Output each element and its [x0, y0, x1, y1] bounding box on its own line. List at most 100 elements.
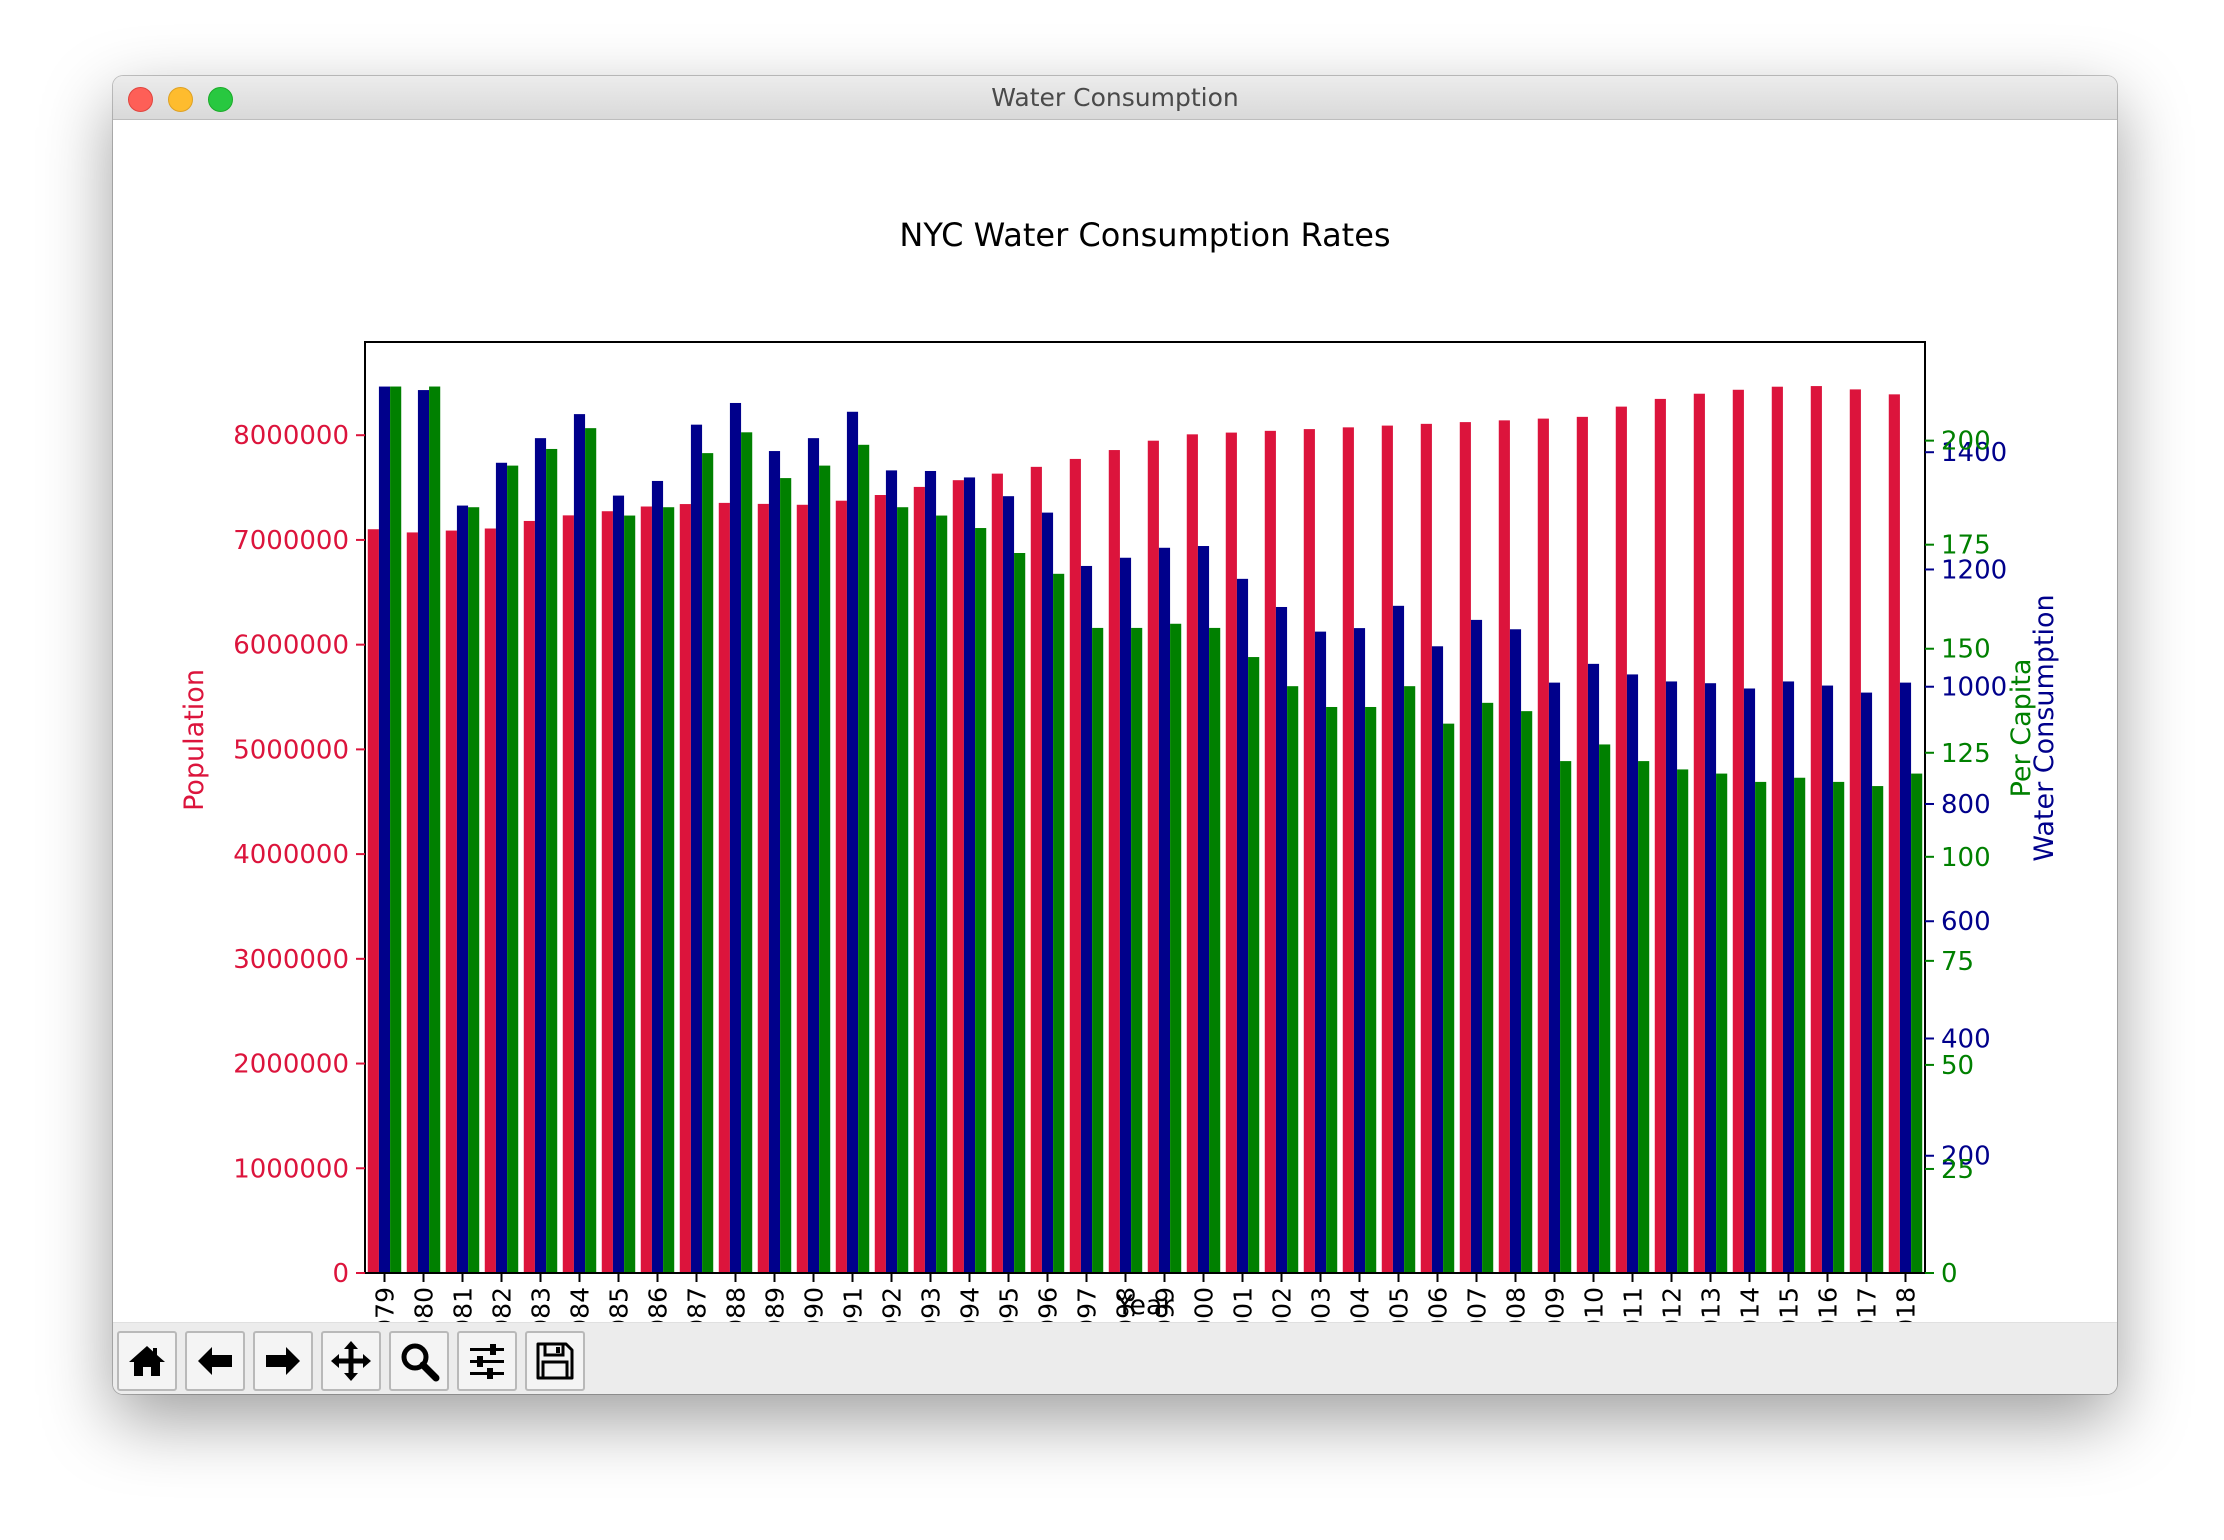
population-tick-label: 6000000	[233, 631, 349, 661]
x-tick-label: 1994	[956, 1287, 985, 1322]
arrow-left-icon	[198, 1347, 232, 1375]
population-bar-2003	[1303, 429, 1315, 1274]
percapita-bar-2005	[1404, 686, 1416, 1273]
population-bar-1998	[1108, 450, 1120, 1273]
x-tick-label: 2017	[1853, 1287, 1882, 1322]
consumption-bar-2017	[1860, 692, 1873, 1273]
population-bar-2011	[1615, 406, 1627, 1273]
percapita-bar-1985	[624, 515, 636, 1273]
back-button[interactable]	[185, 1331, 245, 1391]
population-bar-1984	[562, 515, 574, 1273]
percapita-bar-1988	[741, 432, 753, 1273]
home-icon	[129, 1346, 165, 1376]
x-tick-label: 2004	[1346, 1287, 1375, 1322]
consumption-bar-1983	[534, 438, 547, 1273]
minimize-window-button[interactable]	[168, 87, 193, 112]
percapita-bar-1983	[546, 448, 558, 1274]
x-tick-label: 2000	[1190, 1287, 1219, 1322]
percapita-bar-2015	[1794, 777, 1806, 1273]
x-axis-label: Year	[1115, 1290, 1174, 1321]
percapita-bar-2001	[1248, 657, 1260, 1273]
per-capita-axis-label: Per Capita	[2006, 659, 2037, 798]
population-tick-label: 8000000	[233, 421, 349, 451]
percapita-bar-1994	[975, 528, 987, 1273]
consumption-bar-1986	[651, 480, 664, 1273]
population-bar-1996	[1030, 466, 1042, 1274]
consumption-bar-2012	[1665, 681, 1678, 1273]
population-bar-1986	[640, 506, 652, 1273]
x-tick-label: 1991	[839, 1287, 868, 1322]
x-tick-label: 1981	[449, 1287, 478, 1322]
x-tick-label: 1990	[800, 1287, 829, 1322]
population-bar-1987	[679, 504, 691, 1273]
consumption-bar-1995	[1002, 496, 1015, 1273]
forward-button[interactable]	[253, 1331, 313, 1391]
percapita-bar-2014	[1755, 781, 1767, 1273]
x-tick-label: 1996	[1034, 1287, 1063, 1322]
percapita-bar-2004	[1365, 706, 1377, 1273]
x-tick-label: 2014	[1736, 1287, 1765, 1322]
configure-subplots-button[interactable]	[457, 1331, 517, 1391]
per-capita-tick-label: 25	[1941, 1155, 1974, 1185]
x-tick-label: 2001	[1229, 1287, 1258, 1322]
population-bar-2006	[1420, 423, 1432, 1274]
percapita-bar-1981	[468, 507, 480, 1274]
consumption-bar-1998	[1119, 557, 1132, 1273]
population-bar-2002	[1264, 430, 1276, 1274]
home-button[interactable]	[117, 1331, 177, 1391]
zoom-button[interactable]	[389, 1331, 449, 1391]
consumption-bar-1992	[885, 470, 898, 1273]
consumption-bar-2014	[1743, 688, 1756, 1273]
water-consumption-tick-label: 600	[1941, 907, 1991, 937]
percapita-bar-2007	[1482, 702, 1494, 1273]
percapita-bar-1998	[1131, 627, 1143, 1273]
floppy-disk-icon	[536, 1342, 574, 1380]
x-tick-label: 1989	[761, 1287, 790, 1322]
consumption-bar-1999	[1158, 547, 1171, 1273]
consumption-bar-1979	[378, 386, 391, 1273]
x-tick-label: 1999	[1151, 1287, 1180, 1322]
per-capita-tick-label: 200	[1941, 427, 1991, 457]
consumption-bar-1985	[612, 495, 625, 1274]
percapita-bar-1990	[819, 465, 831, 1273]
consumption-bar-1981	[456, 505, 469, 1273]
water-consumption-tick-label: 1200	[1941, 555, 2007, 585]
x-tick-label: 1979	[371, 1287, 400, 1322]
population-tick-label: 3000000	[233, 945, 349, 975]
window-title: Water Consumption	[991, 83, 1239, 112]
population-bar-2008	[1498, 420, 1510, 1273]
close-window-button[interactable]	[128, 87, 153, 112]
percapita-bar-2012	[1677, 769, 1689, 1273]
population-bar-2009	[1537, 418, 1549, 1273]
x-tick-label: 1998	[1112, 1287, 1141, 1322]
percapita-bar-1980	[429, 386, 441, 1273]
water-consumption-tick-label: 1400	[1941, 438, 2007, 468]
per-capita-tick-label: 100	[1941, 843, 1991, 873]
pan-button[interactable]	[321, 1331, 381, 1391]
percapita-bar-2002	[1287, 686, 1299, 1273]
percapita-bar-1997	[1092, 627, 1104, 1273]
water-consumption-tick-label: 800	[1941, 790, 1991, 820]
save-button[interactable]	[525, 1331, 585, 1391]
population-bar-2017	[1849, 389, 1861, 1273]
magnifier-icon	[401, 1343, 440, 1382]
percapita-bar-1999	[1170, 623, 1182, 1273]
percapita-bar-2013	[1716, 773, 1728, 1273]
consumption-bar-2011	[1626, 674, 1639, 1273]
population-tick-label: 4000000	[233, 840, 349, 870]
percapita-bar-1993	[936, 515, 948, 1273]
percapita-bar-1979	[390, 386, 402, 1273]
consumption-bar-2005	[1392, 605, 1405, 1273]
consumption-bar-1990	[807, 438, 820, 1273]
percapita-bar-2006	[1443, 723, 1455, 1273]
navigation-toolbar	[113, 1322, 2117, 1394]
population-bar-2004	[1342, 427, 1354, 1274]
maximize-window-button[interactable]	[208, 87, 233, 112]
percapita-bar-2018	[1911, 773, 1923, 1273]
population-bar-1995	[991, 473, 1003, 1273]
consumption-bar-2001	[1236, 578, 1249, 1273]
percapita-bar-2003	[1326, 706, 1338, 1273]
x-tick-label: 2011	[1619, 1287, 1648, 1322]
consumption-bar-1987	[690, 424, 703, 1273]
consumption-bar-1988	[729, 402, 742, 1274]
